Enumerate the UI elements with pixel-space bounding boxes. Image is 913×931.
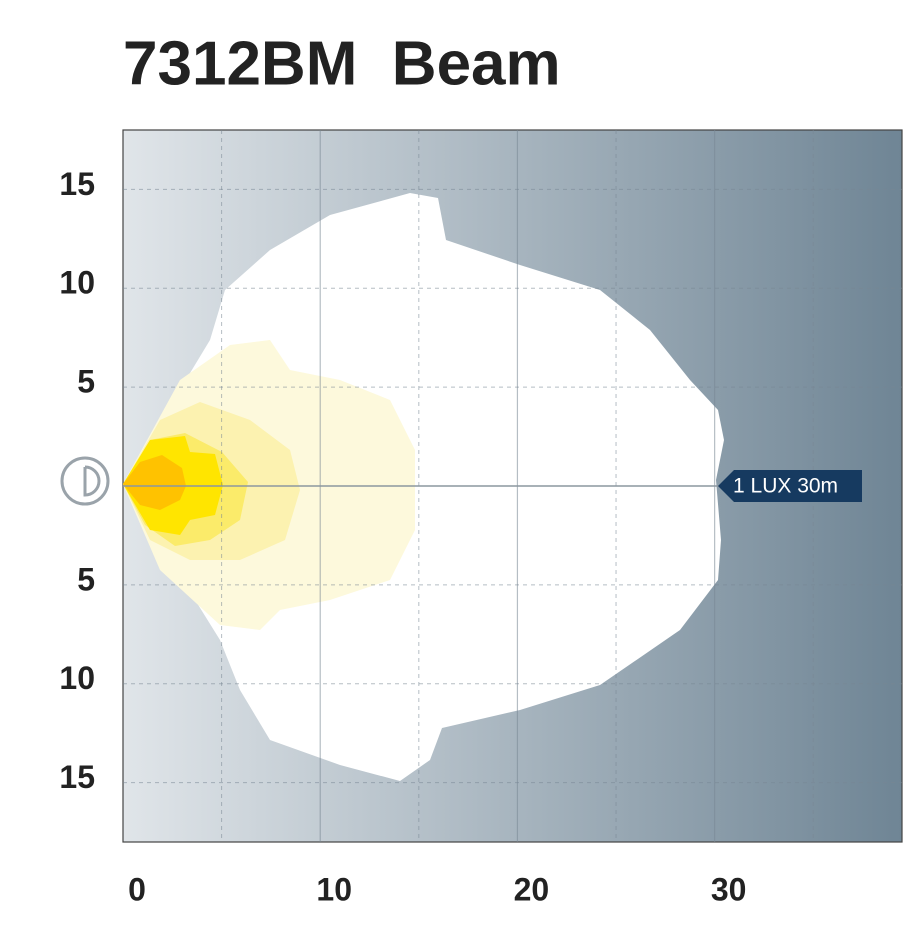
lamp-icon (60, 456, 110, 506)
contour-zone (123, 455, 186, 510)
x-tick-label: 20 (514, 871, 550, 907)
y-tick-label: 15 (59, 759, 95, 795)
x-tick-label: 30 (711, 871, 747, 907)
y-tick-label: 5 (77, 561, 95, 597)
contour-1-lux (123, 193, 724, 781)
x-tick-label: 10 (316, 871, 352, 907)
y-tick-label: 15 (59, 166, 95, 202)
y-tick-label: 10 (59, 660, 95, 696)
annotation-box (718, 470, 862, 502)
chart-title: 7312BM Beam (123, 29, 561, 98)
y-tick-label: 10 (59, 265, 95, 301)
annotation: 1 LUX 30m (733, 475, 838, 498)
x-tick-label: 0 (128, 871, 146, 907)
y-tick-label: 5 (77, 364, 95, 400)
